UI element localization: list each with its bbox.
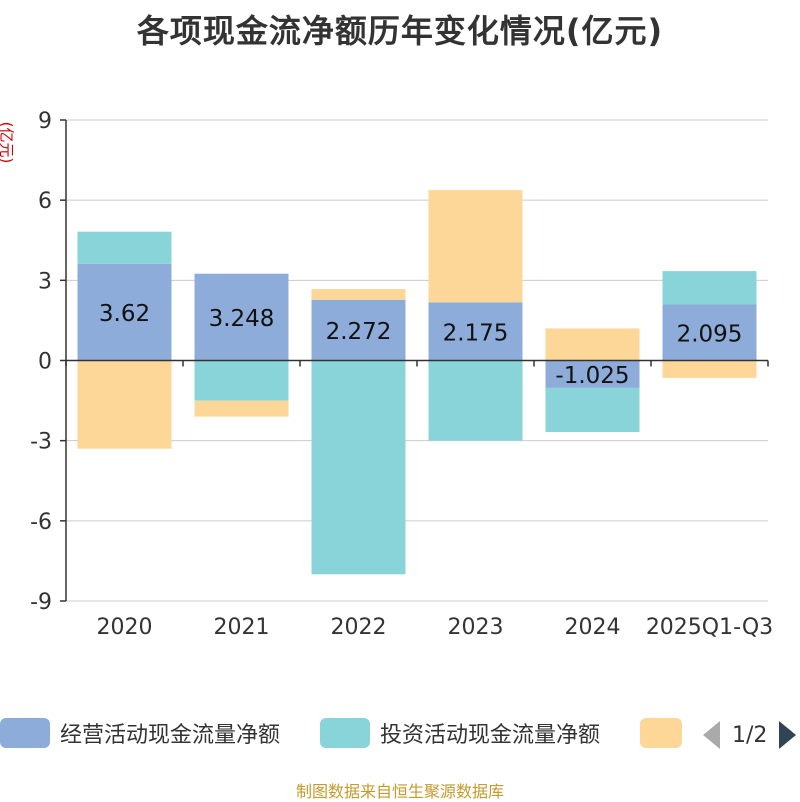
x-tick-label: 2024 <box>565 615 621 640</box>
y-tick-label: 0 <box>38 350 52 375</box>
y-tick-label: 6 <box>38 189 52 214</box>
legend-swatch-financing <box>640 718 682 748</box>
legend-label-investing: 投资活动现金流量净额 <box>380 723 601 748</box>
bar-financing-2024 <box>545 328 640 361</box>
bar-investing-2020 <box>77 231 172 264</box>
legend-label-operating: 经营活动现金流量净额 <box>60 723 281 748</box>
y-tick-label: -6 <box>30 510 52 535</box>
y-tick-label: -9 <box>30 590 52 615</box>
data-label: 3.248 <box>209 306 275 332</box>
bar-financing-2025Q1-Q3 <box>662 360 757 378</box>
y-tick-label: -3 <box>30 430 52 455</box>
bar-investing-2024 <box>545 387 640 432</box>
y-tick-label: 9 <box>38 109 52 134</box>
bar-operating-2023 <box>428 302 523 361</box>
x-tick-label: 2023 <box>448 615 504 640</box>
x-tick-label: 2025Q1-Q3 <box>646 615 773 640</box>
chart-title: 各项现金流净额历年变化情况(亿元) <box>136 12 664 50</box>
legend-next-icon[interactable] <box>779 721 797 749</box>
legend-item-investing[interactable]: 投资活动现金流量净额 <box>320 715 600 751</box>
legend-swatch-investing <box>320 718 370 748</box>
legend-item-financing[interactable] <box>640 715 682 751</box>
bar-operating-2022 <box>311 299 406 361</box>
x-tick-label: 2020 <box>97 615 153 640</box>
bar-operating-2020 <box>77 263 172 361</box>
bar-operating-2021 <box>194 273 289 361</box>
bar-financing-2022 <box>311 289 406 300</box>
x-tick-label: 2022 <box>331 615 387 640</box>
legend-page-indicator: 1/2 <box>732 722 768 748</box>
legend-swatch-operating <box>0 718 50 748</box>
data-label: 2.095 <box>677 322 743 348</box>
chart-plot: 9 6 3 0 -3 -6 -9 2020 2021 2022 2023 2024 2025Q1-Q3 3… <box>30 109 773 640</box>
data-label: 2.175 <box>443 320 509 346</box>
bar-investing-2021 <box>194 360 289 401</box>
bar-financing-2021 <box>194 400 289 417</box>
bar-operating-2024 <box>545 360 640 388</box>
y-tick-label: 3 <box>38 269 52 294</box>
legend-pager: 1/2 <box>703 718 797 752</box>
data-source-note: 制图数据来自恒生聚源数据库 <box>295 782 504 801</box>
bar-financing-2023 <box>428 190 523 303</box>
bar-investing-2025Q1-Q3 <box>662 271 757 305</box>
bar-operating-2025Q1-Q3 <box>662 304 757 361</box>
legend-item-operating[interactable]: 经营活动现金流量净额 <box>0 715 280 751</box>
bar-investing-2023 <box>428 360 523 441</box>
legend-prev-icon[interactable] <box>703 721 720 749</box>
data-label: -1.025 <box>555 363 629 389</box>
data-label: 3.62 <box>99 301 150 327</box>
bar-investing-2022 <box>311 360 406 575</box>
x-tick-label: 2021 <box>214 615 270 640</box>
legend: 经营活动现金流量净额 投资活动现金流量净额 <box>0 715 800 755</box>
bar-financing-2020 <box>77 360 172 449</box>
data-label: 2.272 <box>326 319 392 345</box>
